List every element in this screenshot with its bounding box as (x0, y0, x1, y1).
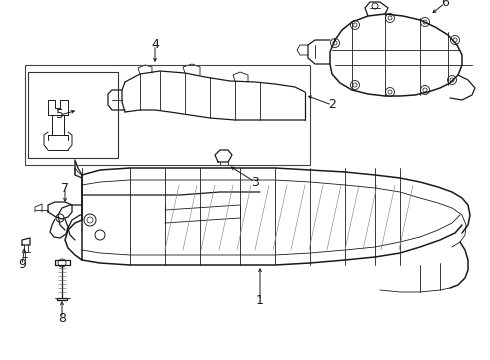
Text: 2: 2 (328, 99, 336, 112)
Text: 6: 6 (441, 0, 449, 9)
Text: 3: 3 (251, 175, 259, 189)
Text: 5: 5 (56, 108, 64, 122)
Text: 4: 4 (151, 39, 159, 51)
Text: 1: 1 (256, 293, 264, 306)
Text: 8: 8 (58, 311, 66, 324)
Bar (28, 72, 118, 158)
Bar (25, 65, 310, 165)
Text: 9: 9 (18, 258, 26, 271)
Text: 7: 7 (61, 181, 69, 194)
